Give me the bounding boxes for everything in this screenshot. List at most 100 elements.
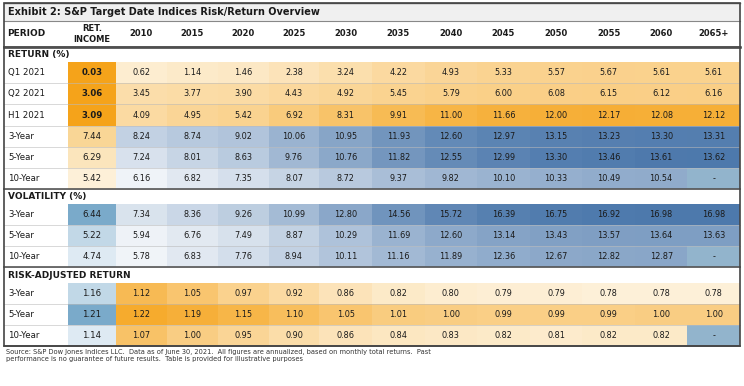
Text: 4.95: 4.95 — [183, 110, 201, 120]
Text: 12.87: 12.87 — [650, 252, 673, 261]
Text: 6.76: 6.76 — [183, 231, 201, 240]
Bar — [372, 246, 425, 267]
Text: 13.23: 13.23 — [597, 132, 620, 141]
Bar — [687, 62, 740, 83]
Text: 9.82: 9.82 — [442, 174, 460, 183]
Bar — [425, 125, 477, 147]
Bar — [116, 147, 167, 168]
Text: 6.92: 6.92 — [285, 110, 303, 120]
Text: 6.29: 6.29 — [83, 153, 101, 162]
Text: 10.99: 10.99 — [283, 210, 306, 219]
Text: 0.78: 0.78 — [600, 289, 618, 298]
Text: 12.08: 12.08 — [650, 110, 673, 120]
Text: 12.67: 12.67 — [545, 252, 568, 261]
Bar — [116, 304, 167, 325]
Text: 7.76: 7.76 — [234, 252, 252, 261]
Bar — [217, 204, 269, 225]
Text: 5.78: 5.78 — [132, 252, 150, 261]
Text: 0.78: 0.78 — [652, 289, 670, 298]
Text: 13.43: 13.43 — [545, 231, 568, 240]
Bar — [68, 204, 116, 225]
Text: 8.94: 8.94 — [285, 252, 303, 261]
Bar — [635, 246, 687, 267]
Text: 13.62: 13.62 — [702, 153, 725, 162]
Bar — [4, 3, 740, 21]
Text: 6.44: 6.44 — [83, 210, 101, 219]
Text: 0.82: 0.82 — [495, 331, 513, 340]
Text: 0.99: 0.99 — [547, 310, 565, 319]
Text: Exhibit 2: S&P Target Date Indices Risk/Return Overview: Exhibit 2: S&P Target Date Indices Risk/… — [8, 7, 320, 17]
Text: 5-Year: 5-Year — [8, 153, 34, 162]
Text: -: - — [712, 252, 715, 261]
Bar — [687, 283, 740, 304]
Bar — [68, 147, 116, 168]
Text: 2045: 2045 — [492, 29, 515, 39]
Text: 2025: 2025 — [282, 29, 306, 39]
Text: 11.82: 11.82 — [387, 153, 410, 162]
Text: 2055: 2055 — [597, 29, 620, 39]
Text: 14.56: 14.56 — [387, 210, 410, 219]
Bar — [167, 283, 217, 304]
Text: 0.90: 0.90 — [285, 331, 303, 340]
Bar — [372, 204, 425, 225]
Bar — [4, 125, 68, 147]
Text: RETURN (%): RETURN (%) — [8, 50, 69, 59]
Bar — [425, 62, 477, 83]
Text: 6.00: 6.00 — [495, 90, 513, 98]
Bar — [167, 83, 217, 105]
Text: 10.10: 10.10 — [492, 174, 515, 183]
Bar — [635, 283, 687, 304]
Text: 13.57: 13.57 — [597, 231, 620, 240]
Text: 12.00: 12.00 — [545, 110, 568, 120]
Text: 3.09: 3.09 — [81, 110, 103, 120]
Bar — [269, 125, 319, 147]
Text: 13.15: 13.15 — [545, 132, 568, 141]
Text: 3.45: 3.45 — [132, 90, 150, 98]
Text: 8.07: 8.07 — [285, 174, 303, 183]
Bar — [4, 83, 68, 105]
Text: Source: S&P Dow Jones Indices LLC.  Data as of June 30, 2021.  All figures are a: Source: S&P Dow Jones Indices LLC. Data … — [6, 349, 431, 362]
Bar — [530, 168, 583, 189]
Bar — [583, 125, 635, 147]
Bar — [583, 83, 635, 105]
Bar — [217, 304, 269, 325]
Bar — [477, 304, 530, 325]
Bar — [372, 304, 425, 325]
Text: 3.24: 3.24 — [337, 68, 355, 77]
Text: 6.82: 6.82 — [183, 174, 201, 183]
Text: 4.09: 4.09 — [132, 110, 150, 120]
Bar — [687, 246, 740, 267]
Text: 11.89: 11.89 — [439, 252, 463, 261]
Text: 1.21: 1.21 — [83, 310, 101, 319]
Bar — [477, 204, 530, 225]
Bar — [425, 225, 477, 246]
Bar — [425, 168, 477, 189]
Text: 12.82: 12.82 — [597, 252, 620, 261]
Bar — [167, 246, 217, 267]
Text: 11.16: 11.16 — [387, 252, 410, 261]
Bar — [4, 304, 68, 325]
Text: 10-Year: 10-Year — [8, 252, 39, 261]
Bar — [583, 62, 635, 83]
Bar — [635, 105, 687, 125]
Text: 5.57: 5.57 — [547, 68, 565, 77]
Bar — [217, 125, 269, 147]
Bar — [530, 204, 583, 225]
Bar — [477, 283, 530, 304]
Bar — [116, 204, 167, 225]
Text: 1.00: 1.00 — [652, 310, 670, 319]
Bar — [530, 283, 583, 304]
Text: 0.03: 0.03 — [81, 68, 103, 77]
Bar — [167, 204, 217, 225]
Text: 3.77: 3.77 — [183, 90, 201, 98]
Text: -: - — [712, 331, 715, 340]
Bar — [269, 62, 319, 83]
Bar — [4, 189, 740, 204]
Text: 5.61: 5.61 — [652, 68, 670, 77]
Bar — [319, 125, 372, 147]
Text: 1.15: 1.15 — [234, 310, 252, 319]
Bar — [583, 225, 635, 246]
Text: 12.60: 12.60 — [439, 132, 463, 141]
Text: 1.22: 1.22 — [132, 310, 150, 319]
Text: 16.75: 16.75 — [545, 210, 568, 219]
